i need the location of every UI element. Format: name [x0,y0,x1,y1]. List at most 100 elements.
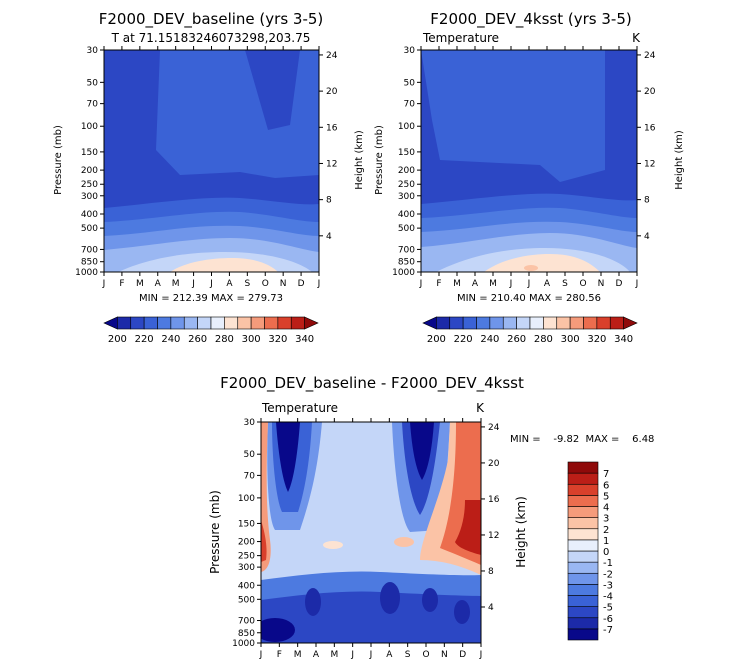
colorbar-swatch [596,316,611,330]
height-tick-label: 12 [326,159,337,169]
month-tick-label: J [635,279,639,289]
colorbar-label: 2 [603,525,609,536]
pressure-tick-label: 200 [398,166,415,176]
pressure-tick-label: 200 [238,538,255,548]
pressure-tick-label: 500 [238,595,255,605]
month-tick-label: M [294,650,302,660]
month-tick-label: O [262,279,269,289]
colorbar-swatch [502,316,517,330]
colorbar-label: 300 [561,334,580,345]
month-tick-label: J [369,650,373,660]
pressure-tick-label: 300 [398,192,415,202]
pressure-tick-label: 400 [238,581,255,591]
colorbar-label: 4 [603,503,609,514]
panel3-subtitle-right: K [476,401,485,415]
panel2-fill-lower-f [484,254,600,272]
height-tick-label: 12 [488,531,499,541]
colorbar-swatch [462,316,477,330]
colorbar-swatch [103,316,118,330]
colorbar-swatch [609,316,624,330]
month-tick-label: F [119,279,124,289]
colorbar-swatch [543,316,558,330]
colorbar-label: 300 [242,334,261,345]
month-tick-label: O [579,279,586,289]
panel3-contours [261,422,481,643]
panel3-stats: MIN = -9.82 MAX = 6.48 [510,434,654,445]
panel3-ylabel-right: Height (km) [514,496,528,567]
month-tick-label: A [472,279,479,289]
pressure-tick-label: 50 [244,450,256,460]
colorbar-swatch [583,316,598,330]
panel2-stats: MIN = 210.40 MAX = 280.56 [457,293,601,304]
pressure-tick-label: 50 [404,78,416,88]
pressure-tick-label: 70 [244,471,256,481]
colorbar-swatch [567,506,599,518]
height-tick-label: 24 [488,423,500,433]
pressure-tick-label: 700 [238,617,255,627]
colorbar-label: 340 [295,334,314,345]
pressure-tick-label: 150 [398,148,415,158]
pressure-tick-label: 100 [238,494,255,504]
month-tick-label: M [172,279,180,289]
colorbar-label: 5 [603,491,609,502]
month-tick-label: A [226,279,233,289]
height-tick-label: 16 [644,123,656,133]
colorbar-swatch [516,316,531,330]
panel2-fill-max [524,265,538,271]
colorbar-swatch [567,539,599,552]
height-tick-label: 20 [488,459,500,469]
colorbar-swatch [567,606,599,619]
height-tick-label: 20 [644,87,656,97]
month-tick-label: M [330,650,338,660]
colorbar-swatch [567,550,599,563]
month-tick-label: A [544,279,551,289]
pressure-tick-label: 30 [87,46,99,56]
pressure-tick-label: 400 [398,210,415,220]
month-tick-label: O [422,650,429,660]
panel3-fill-jan-c [276,422,300,492]
colorbar-swatch [250,316,265,330]
colorbar-baseline: 200 220 240 260 280 300 320 340 [103,316,319,345]
colorbar-swatch [529,316,544,330]
pressure-tick-label: 150 [81,148,98,158]
height-tick-label: 4 [326,232,332,242]
colorbar-label: 6 [603,480,609,491]
month-tick-label: J [509,279,513,289]
pressure-tick-label: 850 [81,258,98,268]
month-tick-label: D [459,650,466,660]
colorbar-swatch [237,316,252,330]
pressure-tick-label: 1000 [232,639,255,649]
panel3-fill-warm-right-c [455,500,481,555]
month-tick-label: J [419,279,423,289]
panel2-subtitle-right: K [632,31,641,45]
colorbar-label: -5 [603,603,613,614]
panel3-fill-oct-c [410,422,434,480]
pressure-tick-label: 500 [398,224,415,234]
colorbar-swatch [422,316,437,330]
colorbar-swatch [130,316,145,330]
height-tick-label: 16 [488,495,500,505]
pressure-tick-label: 250 [398,180,415,190]
colorbar-4ksst: 200 220 240 260 280 300 320 340 [422,316,638,345]
pressure-tick-label: 850 [238,629,255,639]
colorbar-swatch [567,495,599,507]
colorbar-swatch [567,472,599,485]
month-tick-label: M [136,279,144,289]
pressure-tick-label: 250 [81,180,98,190]
pressure-tick-label: 150 [238,519,255,529]
month-tick-label: N [598,279,605,289]
month-tick-label: J [479,650,483,660]
panel3-fill-lower-core-d [422,588,438,612]
panel2-fill-upper-warm [421,50,605,182]
pressure-tick-label: 70 [404,100,416,110]
colorbar-label: -4 [603,592,613,603]
colorbar-swatch [567,483,599,496]
pressure-tick-label: 300 [81,192,98,202]
height-tick-label: 8 [488,567,494,577]
panel1-ylabel-left: Pressure (mb) [53,125,64,195]
panel2-ylabel-left: Pressure (mb) [374,125,385,195]
month-tick-label: J [102,279,106,289]
month-tick-label: A [155,279,162,289]
height-tick-label: 4 [488,603,494,613]
height-tick-label: 12 [644,159,655,169]
